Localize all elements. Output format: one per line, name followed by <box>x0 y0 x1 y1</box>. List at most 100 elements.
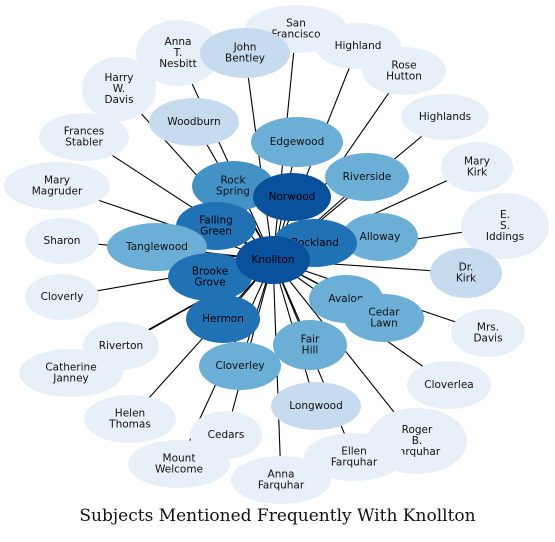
edge-knollton-anna-t-nesbitt <box>177 52 274 261</box>
node-ellipse-tanglewood <box>107 223 207 271</box>
node-dr-kirk: Dr.Kirk <box>430 248 502 298</box>
node-ellipse-mary-kirk <box>441 142 513 192</box>
node-label-highlands: Highlands <box>419 111 471 123</box>
node-label-alloway: Alloway <box>360 231 401 243</box>
node-ellipse-cloverlea <box>407 361 491 409</box>
node-label-frances-stabler: Stabler <box>65 137 103 149</box>
node-label-catherine-janney: Janney <box>52 373 89 385</box>
node-label-hermon: Hermon <box>202 313 244 325</box>
node-label-sharon: Sharon <box>44 235 81 247</box>
node-label-e-s-iddings: E. <box>500 209 510 221</box>
node-label-mount-welcome: Mount <box>163 453 196 465</box>
node-label-helen-thomas: Helen <box>115 408 145 420</box>
node-label-mary-magruder: Magruder <box>32 186 83 198</box>
node-ellipse-norwood <box>253 173 331 221</box>
node-ellipse-edgewood <box>251 117 343 167</box>
node-ellipse-e-s-iddings <box>461 193 549 259</box>
node-label-frances-stabler: Frances <box>64 126 104 138</box>
node-ellipse-mount-welcome <box>128 440 230 488</box>
node-label-tanglewood: Tanglewood <box>125 241 188 253</box>
node-label-falling-green: Falling <box>199 215 233 227</box>
node-label-cloverly: Cloverly <box>41 291 84 303</box>
edge-knollton-john-bentley <box>244 52 274 261</box>
node-label-knollton: Knollton <box>252 254 295 266</box>
node-label-mary-kirk: Mary <box>464 156 490 168</box>
node-ellipse-helen-thomas <box>84 395 176 443</box>
node-label-rock-spring: Spring <box>216 186 250 198</box>
node-label-brooke-grove: Grove <box>194 277 225 289</box>
node-label-helen-thomas: Thomas <box>108 419 151 431</box>
node-ellipse-anna-t-nesbitt <box>136 20 220 86</box>
node-sharon: Sharon <box>25 218 99 264</box>
node-label-cloverley: Cloverley <box>215 360 264 372</box>
node-cloverley: Cloverley <box>199 342 281 390</box>
node-label-fair-hill: Hill <box>302 345 319 357</box>
node-label-rose-hutton: Rose <box>391 60 416 72</box>
node-label-woodburn: Woodburn <box>167 116 220 128</box>
node-ellipse-fair-hill <box>273 320 347 370</box>
node-label-anna-farquhar: Anna <box>268 469 295 481</box>
node-label-harry-w-davis: W. <box>113 83 126 95</box>
node-label-edgewood: Edgewood <box>270 136 325 148</box>
node-label-san-francisco: Francisco <box>271 29 320 41</box>
node-longwood: Longwood <box>271 382 361 430</box>
node-ellipse-anna-farquhar <box>231 456 331 504</box>
node-label-e-s-iddings: Iddings <box>486 231 524 243</box>
node-ellipse-mrs-davis <box>451 309 525 357</box>
node-label-mary-kirk: Kirk <box>467 167 488 179</box>
node-label-anna-farquhar: Farquhar <box>258 480 305 492</box>
node-label-mary-magruder: Mary <box>44 175 70 187</box>
node-ellipse-riverside <box>325 153 409 201</box>
node-label-cedars: Cedars <box>208 429 245 441</box>
node-label-falling-green: Green <box>200 226 232 238</box>
node-ellipse-alloway <box>342 213 418 261</box>
node-label-rock-spring: Rock <box>220 175 246 187</box>
node-ellipse-catherine-janney <box>19 349 123 397</box>
node-label-cedar-lawn: Cedar <box>368 307 400 319</box>
node-ellipse-brooke-grove <box>168 253 252 301</box>
node-cloverlea: Cloverlea <box>407 361 491 409</box>
node-cloverly: Cloverly <box>25 274 99 320</box>
node-ellipse-dr-kirk <box>430 248 502 298</box>
node-ellipse-hermon <box>186 295 260 343</box>
node-label-norwood: Norwood <box>269 191 316 203</box>
node-label-roger-b-farquhar: B. <box>412 435 423 447</box>
node-label-ellen-farquhar: Farquhar <box>331 457 378 469</box>
node-label-dr-kirk: Dr. <box>459 262 474 274</box>
node-label-brooke-grove: Brooke <box>192 266 228 278</box>
node-ellipse-rose-hutton <box>362 47 446 95</box>
node-label-riverside: Riverside <box>343 171 392 183</box>
node-label-e-s-iddings: S. <box>500 220 510 232</box>
node-edgewood: Edgewood <box>251 117 343 167</box>
node-label-longwood: Longwood <box>289 400 343 412</box>
node-ellipse-knollton <box>236 236 310 284</box>
node-label-mrs-davis: Davis <box>473 333 502 345</box>
node-ellipse-frances-stabler <box>39 113 129 161</box>
node-label-highland: Highland <box>335 40 382 52</box>
node-label-john-bentley: John <box>233 42 257 54</box>
node-label-dr-kirk: Kirk <box>456 273 477 285</box>
node-label-rose-hutton: Hutton <box>386 71 422 83</box>
node-label-san-francisco: San <box>286 18 306 30</box>
node-label-rockland: Rockland <box>291 237 339 249</box>
node-label-roger-b-farquhar: Farquhar <box>394 446 441 458</box>
node-label-fair-hill: Fair <box>301 334 320 346</box>
node-label-roger-b-farquhar: Roger <box>402 424 433 436</box>
node-riverside: Riverside <box>325 153 409 201</box>
node-ellipse-sharon <box>25 218 99 264</box>
node-label-catherine-janney: Catherine <box>45 362 96 374</box>
